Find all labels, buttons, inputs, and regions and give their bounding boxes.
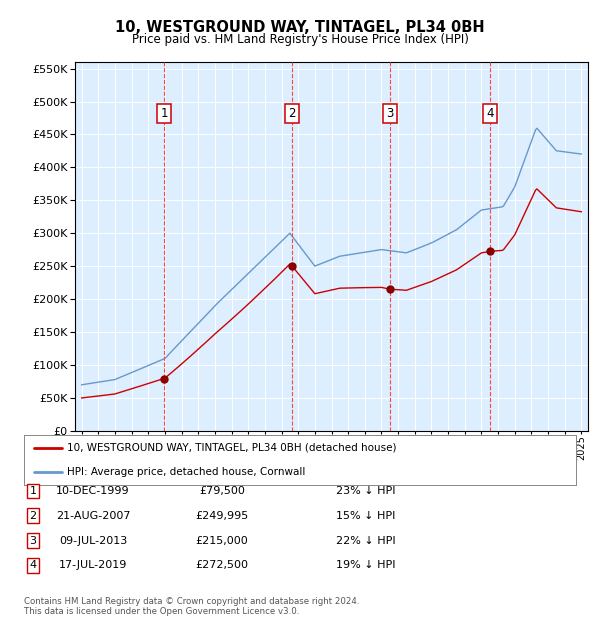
Text: Price paid vs. HM Land Registry's House Price Index (HPI): Price paid vs. HM Land Registry's House … [131, 33, 469, 46]
Text: 3: 3 [386, 107, 394, 120]
Text: £215,000: £215,000 [196, 536, 248, 546]
Text: 3: 3 [29, 536, 37, 546]
Text: Contains HM Land Registry data © Crown copyright and database right 2024.: Contains HM Land Registry data © Crown c… [24, 597, 359, 606]
Text: HPI: Average price, detached house, Cornwall: HPI: Average price, detached house, Corn… [67, 467, 305, 477]
Text: 2: 2 [289, 107, 296, 120]
Text: 10-DEC-1999: 10-DEC-1999 [56, 486, 130, 496]
Text: 4: 4 [487, 107, 494, 120]
Text: This data is licensed under the Open Government Licence v3.0.: This data is licensed under the Open Gov… [24, 607, 299, 616]
Text: 09-JUL-2013: 09-JUL-2013 [59, 536, 127, 546]
Text: 21-AUG-2007: 21-AUG-2007 [56, 511, 130, 521]
Text: 23% ↓ HPI: 23% ↓ HPI [336, 486, 395, 496]
Text: 2: 2 [29, 511, 37, 521]
Text: 1: 1 [29, 486, 37, 496]
Text: 1: 1 [160, 107, 167, 120]
Text: 15% ↓ HPI: 15% ↓ HPI [336, 511, 395, 521]
Text: 10, WESTGROUND WAY, TINTAGEL, PL34 0BH: 10, WESTGROUND WAY, TINTAGEL, PL34 0BH [115, 20, 485, 35]
Text: £249,995: £249,995 [196, 511, 248, 521]
Text: 4: 4 [29, 560, 37, 570]
Text: £79,500: £79,500 [199, 486, 245, 496]
Text: 19% ↓ HPI: 19% ↓ HPI [336, 560, 395, 570]
Text: 17-JUL-2019: 17-JUL-2019 [59, 560, 127, 570]
Text: £272,500: £272,500 [196, 560, 248, 570]
Text: 22% ↓ HPI: 22% ↓ HPI [336, 536, 395, 546]
Text: 10, WESTGROUND WAY, TINTAGEL, PL34 0BH (detached house): 10, WESTGROUND WAY, TINTAGEL, PL34 0BH (… [67, 443, 397, 453]
